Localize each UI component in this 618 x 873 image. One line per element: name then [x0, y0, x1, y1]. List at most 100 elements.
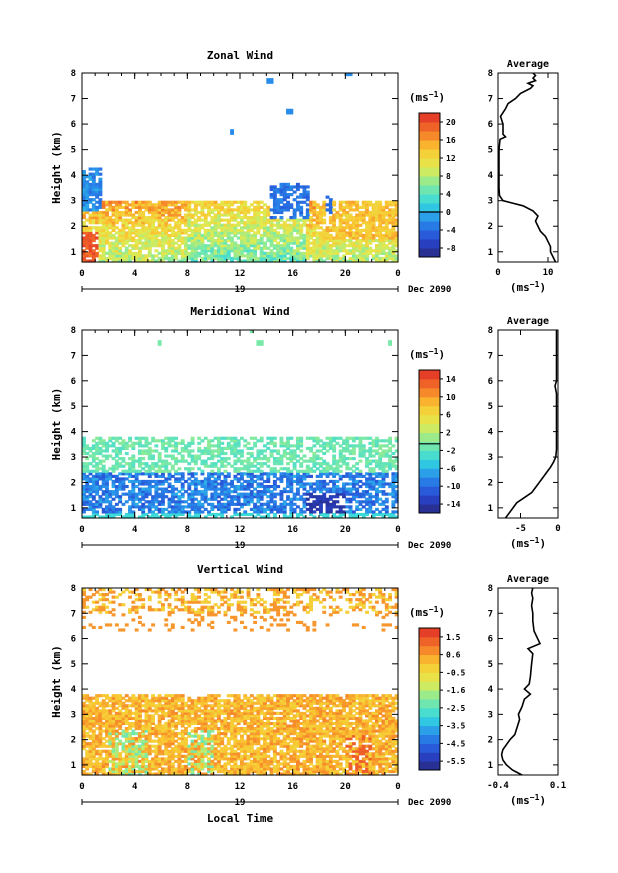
heatmap-cell [348, 251, 353, 255]
heatmap-cell [157, 231, 162, 235]
heatmap-cell [167, 213, 172, 217]
heatmap-cell [91, 729, 96, 733]
heatmap-cell [98, 762, 103, 766]
heatmap-cell [384, 239, 389, 243]
heatmap-cell [365, 436, 369, 440]
heatmap-cell [246, 469, 251, 473]
heatmap-cell [207, 474, 211, 478]
heatmap-cell [302, 510, 307, 514]
colorbar-tick-label: 6 [446, 411, 451, 420]
heatmap-cell [216, 223, 221, 227]
colorbar-band [419, 221, 440, 231]
heatmap-cell [151, 714, 156, 718]
heatmap-cell [292, 464, 297, 468]
heatmap-cell [147, 218, 152, 222]
heatmap-cell [256, 259, 261, 263]
heatmap-cell [105, 457, 109, 461]
heatmap-cell [131, 441, 136, 445]
heatmap-cell [394, 254, 399, 258]
heatmap-cell [368, 510, 373, 514]
heatmap-cell [197, 218, 202, 222]
heatmap-cell [187, 218, 192, 222]
heatmap-cell [348, 236, 353, 240]
heatmap-cell [348, 472, 353, 476]
heatmap-cell [256, 239, 261, 243]
heatmap-cell [121, 205, 126, 209]
heatmap-cell [391, 200, 396, 204]
heatmap-cell [184, 467, 188, 471]
heatmap-cell [223, 446, 228, 450]
heatmap-cell [184, 446, 188, 450]
heatmap-cell [216, 241, 221, 245]
heatmap-cell [233, 200, 238, 204]
heatmap-cell [266, 218, 271, 222]
heatmap-cell [263, 259, 267, 263]
heatmap-cell [151, 472, 156, 476]
heatmap-cell [269, 484, 274, 489]
heatmap-cell [210, 492, 215, 496]
heatmap-cell [378, 223, 383, 227]
heatmap-cell [154, 512, 159, 517]
heatmap-cell [137, 515, 142, 519]
heatmap-cell [164, 739, 169, 743]
heatmap-cell [180, 236, 185, 240]
heatmap-cell [309, 505, 314, 509]
colorbar-tick-label: 0 [446, 208, 451, 217]
heatmap-cell [114, 706, 119, 710]
heatmap-cell [279, 474, 284, 478]
heatmap-cell [302, 193, 307, 197]
heatmap-cell [279, 462, 284, 466]
heatmap-cell [174, 505, 179, 509]
colorbar-tick-label: 10 [446, 393, 456, 402]
heatmap-cell [289, 249, 294, 253]
heatmap-cell [203, 221, 208, 225]
heatmap-cell [289, 203, 294, 207]
heatmap-cell [253, 502, 258, 506]
heatmap-cell [121, 457, 126, 461]
average-y-tick-label: 2 [488, 478, 493, 488]
heatmap-cell [358, 210, 363, 215]
heatmap-cell [147, 441, 152, 445]
heatmap-cell [276, 210, 281, 215]
heatmap-cell [137, 709, 142, 713]
heatmap-cell [203, 216, 208, 220]
heatmap-cell [269, 239, 274, 243]
heatmap-cell [108, 726, 113, 731]
heatmap-cell [128, 749, 132, 753]
heatmap-cell [263, 244, 267, 248]
heatmap-cell [111, 497, 116, 501]
heatmap-cell [223, 477, 228, 481]
heatmap-cell [325, 236, 330, 240]
heatmap-cell [259, 256, 264, 261]
heatmap-cell [361, 205, 366, 209]
heatmap-cell [98, 246, 103, 250]
heatmap-cell [144, 246, 149, 250]
heatmap-cell [137, 259, 142, 263]
heatmap-cell [180, 221, 185, 225]
heatmap-cell [338, 223, 343, 227]
heatmap-cell [226, 244, 231, 248]
heatmap-cell [101, 711, 106, 715]
heatmap-cell [111, 208, 116, 212]
heatmap-cell [249, 512, 254, 517]
heatmap-cell [164, 236, 169, 240]
heatmap-cell [164, 249, 169, 253]
heatmap-cell [233, 467, 238, 471]
heatmap-cell [147, 451, 152, 456]
heatmap-cell [236, 467, 241, 471]
heatmap-cell [342, 487, 346, 491]
heatmap-cell [167, 251, 172, 255]
heatmap-cell [157, 744, 162, 748]
heatmap-cell [348, 444, 353, 448]
heatmap-cell [213, 208, 218, 212]
heatmap-cell [355, 482, 360, 486]
heatmap-cell [121, 231, 126, 235]
heatmap-cell [88, 515, 93, 519]
heatmap-cell [105, 446, 109, 450]
heatmap-cell [279, 223, 284, 227]
heatmap-cell [167, 515, 172, 519]
heatmap-cell [131, 502, 136, 506]
heatmap-cell [85, 246, 90, 250]
heatmap-cell [381, 474, 386, 478]
heatmap-cell [243, 444, 248, 448]
